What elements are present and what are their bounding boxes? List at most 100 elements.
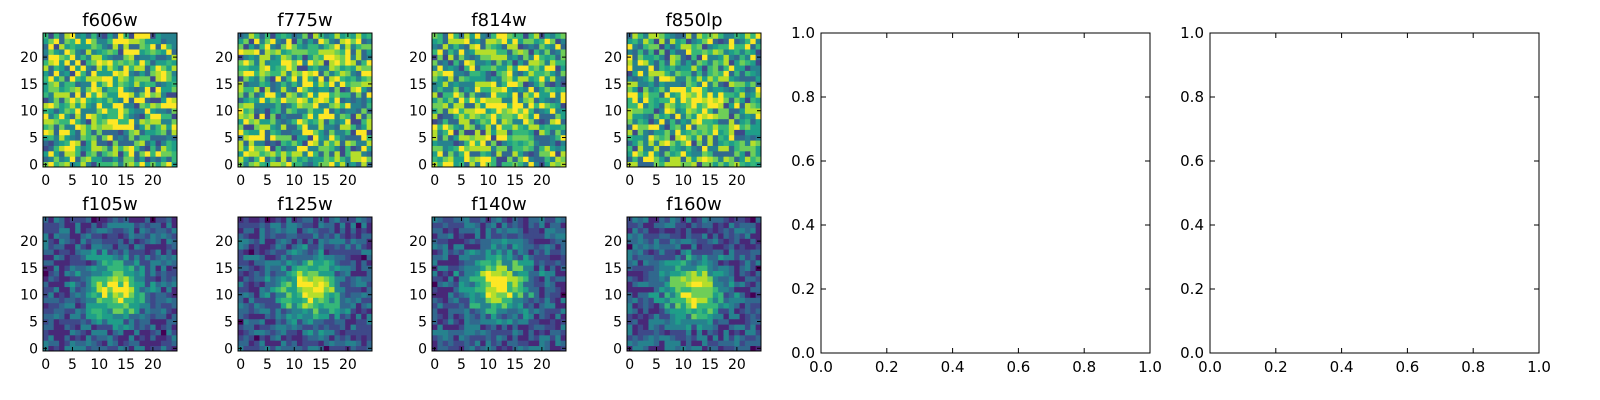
heatmap-cell xyxy=(707,286,714,293)
heatmap-cell xyxy=(453,140,460,146)
heatmap-cell xyxy=(329,65,335,71)
y-tick-label: 15 xyxy=(20,77,38,93)
x-tick-label: 20 xyxy=(533,173,551,189)
heatmap-cell xyxy=(485,86,492,93)
heatmap-cell xyxy=(490,102,497,109)
heatmap-cell xyxy=(307,81,314,87)
heatmap-cell xyxy=(139,334,146,341)
heatmap-cell xyxy=(150,286,156,293)
heatmap-cell xyxy=(659,38,665,45)
heatmap-cell xyxy=(296,49,303,55)
heatmap-cell xyxy=(329,75,335,82)
heatmap-cell xyxy=(238,233,244,239)
heatmap-cell xyxy=(329,156,335,163)
heatmap-cell xyxy=(43,65,49,71)
heatmap-cell xyxy=(750,49,757,55)
heatmap-cell xyxy=(723,75,730,82)
heatmap-cell xyxy=(669,54,676,61)
heatmap-cell xyxy=(723,118,730,125)
heatmap-cell xyxy=(286,97,292,104)
heatmap-cell xyxy=(432,102,438,109)
heatmap-cell xyxy=(91,281,97,288)
heatmap-cell xyxy=(469,38,476,45)
heatmap-cell xyxy=(350,145,357,152)
heatmap-cell xyxy=(685,140,692,146)
heatmap-cell xyxy=(345,286,351,293)
heatmap-cell xyxy=(437,233,444,239)
heatmap-cell xyxy=(544,113,551,120)
heatmap-cell xyxy=(507,329,513,336)
heatmap-cell xyxy=(107,156,114,163)
heatmap-cell xyxy=(296,308,303,314)
heatmap-cell xyxy=(643,33,649,39)
heatmap-cell xyxy=(166,65,173,71)
heatmap-cell xyxy=(280,345,287,352)
heatmap-cell xyxy=(669,270,676,277)
heatmap-cell xyxy=(464,281,470,288)
heatmap-cell xyxy=(123,81,130,87)
heatmap-cell xyxy=(80,313,87,320)
heatmap-cell xyxy=(64,275,71,282)
heatmap-cell xyxy=(134,243,140,250)
heatmap-cell xyxy=(302,81,309,87)
heatmap-cell xyxy=(248,227,255,234)
heatmap-cell xyxy=(627,91,633,98)
heatmap-cell xyxy=(329,108,335,114)
heatmap-cell xyxy=(329,265,335,271)
x-tick-label: 20 xyxy=(144,173,162,189)
heatmap-cell xyxy=(238,91,244,98)
heatmap-cell xyxy=(171,217,178,223)
heatmap-cell xyxy=(702,145,708,152)
heatmap-cell xyxy=(123,102,130,109)
heatmap-cell xyxy=(366,249,373,255)
heatmap-cell xyxy=(523,254,529,261)
heatmap-cell xyxy=(254,313,260,320)
heatmap-cell xyxy=(539,281,545,288)
heatmap-cell xyxy=(448,38,454,45)
heatmap-cell xyxy=(280,286,287,293)
heatmap-cell xyxy=(150,329,156,336)
heatmap-cell xyxy=(507,227,513,234)
heatmap-cell xyxy=(75,249,81,255)
heatmap-cell xyxy=(669,329,676,336)
heatmap-cell xyxy=(69,134,76,141)
heatmap-cell xyxy=(355,238,362,245)
heatmap-cell xyxy=(80,33,87,39)
heatmap-cell xyxy=(485,249,492,255)
heatmap-cell xyxy=(318,75,325,82)
heatmap-cell xyxy=(480,254,486,261)
heatmap-cell xyxy=(744,108,751,114)
heatmap-cell xyxy=(155,275,162,282)
heatmap-cell xyxy=(69,297,76,304)
panel-title: f125w xyxy=(277,194,332,215)
heatmap-cell xyxy=(275,97,282,104)
heatmap-cell xyxy=(166,318,173,325)
heatmap-cell xyxy=(254,318,260,325)
heatmap-cell xyxy=(464,265,470,271)
heatmap-cell xyxy=(501,129,508,136)
heatmap-cell xyxy=(296,249,303,255)
heatmap-cell xyxy=(329,286,335,293)
heatmap-cell xyxy=(53,129,60,136)
heatmap-cell xyxy=(270,134,276,141)
heatmap-cell xyxy=(653,86,660,93)
heatmap-cell xyxy=(53,43,60,50)
heatmap-cell xyxy=(480,217,486,223)
heatmap-cell xyxy=(69,238,76,245)
heatmap-cell xyxy=(723,292,730,298)
heatmap-cell xyxy=(734,38,740,45)
heatmap-cell xyxy=(307,227,314,234)
heatmap-cell xyxy=(739,329,746,336)
heatmap-cell xyxy=(302,75,309,82)
heatmap-cell xyxy=(464,161,470,168)
heatmap-cell xyxy=(118,302,124,309)
heatmap-cell xyxy=(734,145,740,152)
heatmap-cell xyxy=(243,108,250,114)
heatmap-cell xyxy=(734,302,740,309)
heatmap-cell xyxy=(128,65,135,71)
heatmap-cell xyxy=(560,140,567,146)
heatmap-cell xyxy=(307,281,314,288)
heatmap-cell xyxy=(490,265,497,271)
heatmap-cell xyxy=(669,161,676,168)
heatmap-cell xyxy=(248,140,255,146)
